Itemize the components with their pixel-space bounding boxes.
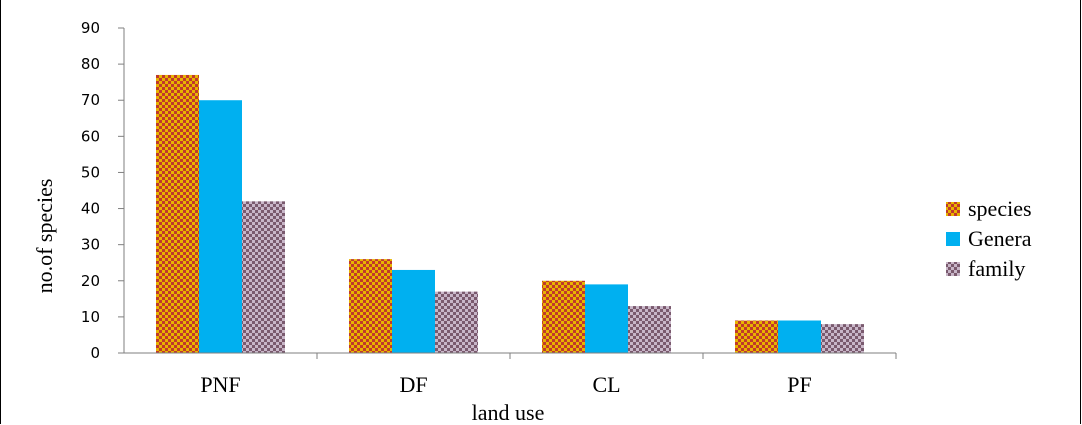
bar-species-pnf <box>156 74 199 353</box>
y-tick-label: 30 <box>81 236 100 254</box>
bar-family-pf <box>821 324 864 353</box>
y-tick-label: 20 <box>81 272 100 290</box>
x-axis-labels: PNF DF CL PF <box>200 353 897 397</box>
y-tick-label: 40 <box>81 200 100 218</box>
bar-species-pf <box>735 320 778 353</box>
bar-family-pnf <box>242 201 285 353</box>
legend-label-family: family <box>968 256 1025 281</box>
y-axis-title: no.of species <box>32 179 57 294</box>
legend-label-genera: Genera <box>968 226 1032 251</box>
bar-family-cl <box>628 306 671 353</box>
legend-label-species: species <box>968 196 1032 221</box>
legend-swatch-genera <box>946 232 960 246</box>
bar-genera-df <box>392 269 435 353</box>
bar-genera-pf <box>778 320 821 353</box>
bar-genera-pnf <box>199 100 242 353</box>
legend-swatch-family <box>946 262 960 276</box>
y-tick-label: 50 <box>81 163 100 181</box>
bar-genera-cl <box>585 284 628 353</box>
y-tick-label: 70 <box>81 91 100 109</box>
x-tick-label: DF <box>399 372 427 397</box>
y-axis-ticks: 0 10 20 30 40 50 60 70 80 90 <box>81 19 124 362</box>
y-tick-label: 10 <box>81 308 100 326</box>
y-tick-label: 90 <box>81 19 100 37</box>
x-tick-label: PF <box>787 372 811 397</box>
x-tick-label: CL <box>592 372 620 397</box>
x-tick-label: PNF <box>200 372 240 397</box>
y-tick-label: 60 <box>81 127 100 145</box>
y-tick-label: 0 <box>90 344 100 362</box>
bar-species-cl <box>542 280 585 353</box>
legend-swatch-species <box>946 202 960 216</box>
x-axis-title: land use <box>472 400 545 425</box>
y-tick-label: 80 <box>81 55 100 73</box>
bars-group <box>156 74 864 353</box>
bar-species-df <box>349 259 392 353</box>
bar-family-df <box>435 291 478 353</box>
legend: species Genera family <box>946 196 1032 281</box>
